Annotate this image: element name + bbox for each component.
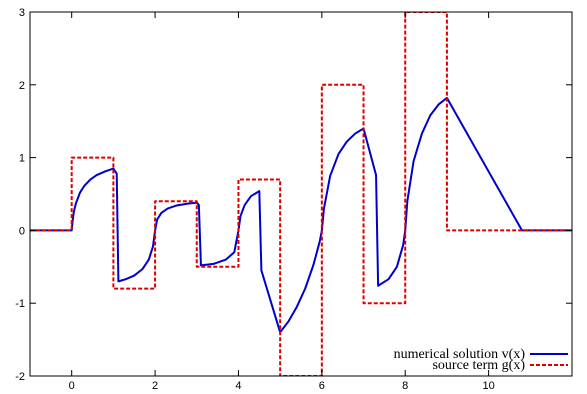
- legend: numerical solution v(x)source term g(x): [394, 347, 568, 373]
- y-tick-label: 1: [19, 153, 25, 165]
- y-tick-label: -2: [15, 371, 25, 383]
- x-tick-label: 8: [402, 380, 408, 392]
- plot-frame: [29, 11, 573, 377]
- ticks-layer: [30, 11, 572, 377]
- y-tick-label: 2: [19, 80, 25, 92]
- y-tick-label: 3: [19, 7, 25, 19]
- tick-labels-layer: 0 2 4 6 8 10 -2 -1 0 1 2 3: [15, 7, 495, 392]
- series-line-0: [30, 96, 572, 334]
- series-line-1: [30, 12, 572, 376]
- y-tick-label: -1: [15, 298, 25, 310]
- legend-label-0: numerical solution v(x): [394, 347, 526, 362]
- x-tick-label: 6: [319, 380, 325, 392]
- x-tick-label: 0: [69, 380, 75, 392]
- series-layer: [30, 12, 572, 376]
- legend-label-1: source term g(x): [432, 358, 525, 373]
- x-tick-label: 2: [152, 380, 158, 392]
- x-tick-label: 4: [235, 380, 241, 392]
- x-tick-label: 10: [482, 380, 494, 392]
- y-tick-label: 0: [19, 225, 25, 237]
